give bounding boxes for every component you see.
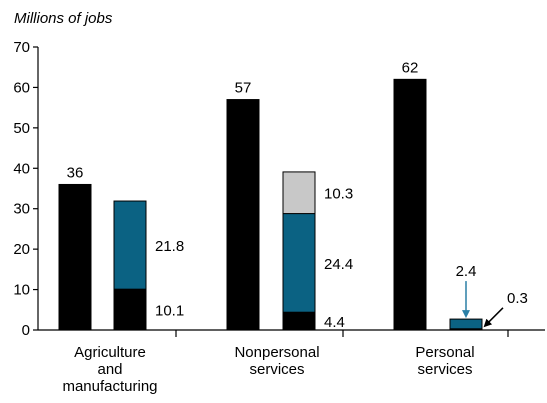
data-label: 36	[67, 164, 84, 181]
annotation-arrow	[483, 307, 504, 328]
data-label: 10.1	[155, 303, 184, 320]
data-label: 57	[235, 80, 252, 97]
y-tick-label: 60	[13, 79, 30, 96]
y-tick-label: 50	[13, 120, 30, 137]
y-tick-label: 10	[13, 282, 30, 299]
bar-segment	[58, 183, 92, 331]
data-label: 24.4	[324, 256, 353, 273]
bar-segment	[226, 99, 260, 331]
value-labels: 36 10.1 21.8 57 4.4 24.4 10.3 62 0.3 2.4	[67, 59, 528, 331]
bar-segment	[393, 78, 427, 331]
category-label: Personal	[415, 344, 474, 361]
category-label: services	[417, 361, 472, 378]
category-label: Agriculture	[74, 344, 146, 361]
category-labels: AgricultureandmanufacturingNonpersonalse…	[62, 344, 474, 395]
data-label: 2.4	[456, 263, 477, 280]
bar-segment	[113, 288, 147, 331]
bar-segment	[113, 200, 147, 290]
y-tick-label: 20	[13, 241, 30, 258]
data-label: 4.4	[324, 314, 345, 331]
bar-segment	[282, 171, 316, 215]
y-tick-label: 0	[22, 322, 30, 339]
category-label: services	[249, 361, 304, 378]
y-tick-label: 70	[13, 39, 30, 56]
data-label: 0.3	[507, 290, 528, 307]
category-label: manufacturing	[62, 378, 157, 395]
bar-segment	[282, 213, 316, 313]
data-label: 62	[402, 59, 419, 76]
y-tick-label: 40	[13, 160, 30, 177]
y-tick-label: 30	[13, 201, 30, 218]
bars	[58, 78, 483, 331]
y-axis-label: Millions of jobs	[14, 10, 113, 27]
data-label: 10.3	[324, 186, 353, 203]
y-axis-ticks: 0 10 20 30 40 50 60 70	[13, 39, 509, 339]
bar-segment	[449, 318, 483, 330]
bar-segment	[282, 311, 316, 331]
category-label: and	[97, 361, 122, 378]
category-label: Nonpersonal	[234, 344, 319, 361]
data-label: 21.8	[155, 238, 184, 255]
